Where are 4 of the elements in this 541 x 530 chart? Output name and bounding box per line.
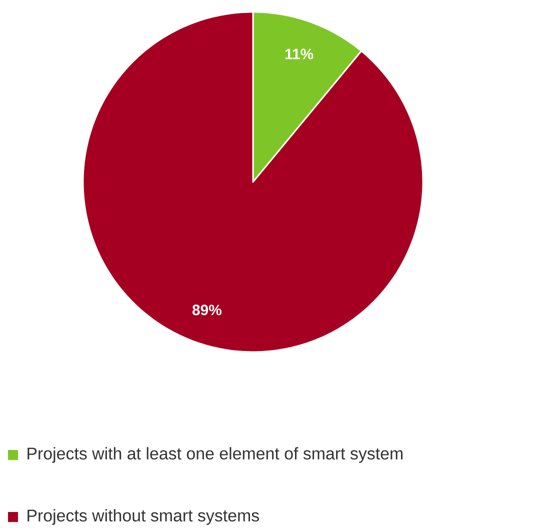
legend-label: Projects without smart systems — [28, 509, 259, 525]
legend-label: Projects with at least one element of smart system — [28, 447, 403, 463]
data-label: 89% — [192, 304, 222, 316]
data-label: 11% — [285, 48, 314, 60]
